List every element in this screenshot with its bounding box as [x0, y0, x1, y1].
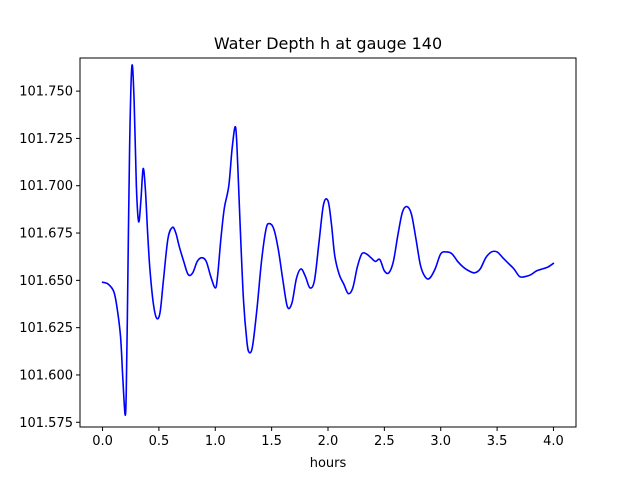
y-tick-label: 101.650: [19, 274, 73, 289]
y-tick-label: 101.600: [19, 368, 73, 383]
y-tick-label: 101.750: [19, 85, 73, 100]
y-tick-label: 101.700: [19, 179, 73, 194]
x-tick-label: 2.0: [318, 434, 339, 449]
series-line-0: [101, 64, 555, 416]
x-tick-label: 4.0: [543, 434, 564, 449]
x-tick-label: 2.5: [374, 434, 395, 449]
y-tick-label: 101.725: [19, 132, 73, 147]
x-tick-label: 0.5: [149, 434, 170, 449]
y-axis: 101.575 101.600 101.625 101.650 101.675 101.7…: [19, 85, 80, 431]
x-axis: 0.0 0.5 1.0 1.5 2.0 2.5 3.0 3.5 4.0: [92, 427, 564, 449]
y-tick-label: 101.575: [19, 416, 73, 431]
x-tick-label: 1.0: [205, 434, 226, 449]
x-tick-label: 3.5: [487, 434, 508, 449]
plot-area: [101, 64, 555, 416]
x-axis-label: hours: [310, 456, 347, 471]
chart-title: Water Depth h at gauge 140: [214, 34, 442, 53]
x-tick-label: 1.5: [261, 434, 282, 449]
y-tick-label: 101.675: [19, 227, 73, 242]
x-tick-label: 0.0: [92, 434, 113, 449]
axes-frame: [79, 57, 577, 428]
y-tick-label: 101.625: [19, 321, 73, 336]
x-tick-label: 3.0: [430, 434, 451, 449]
